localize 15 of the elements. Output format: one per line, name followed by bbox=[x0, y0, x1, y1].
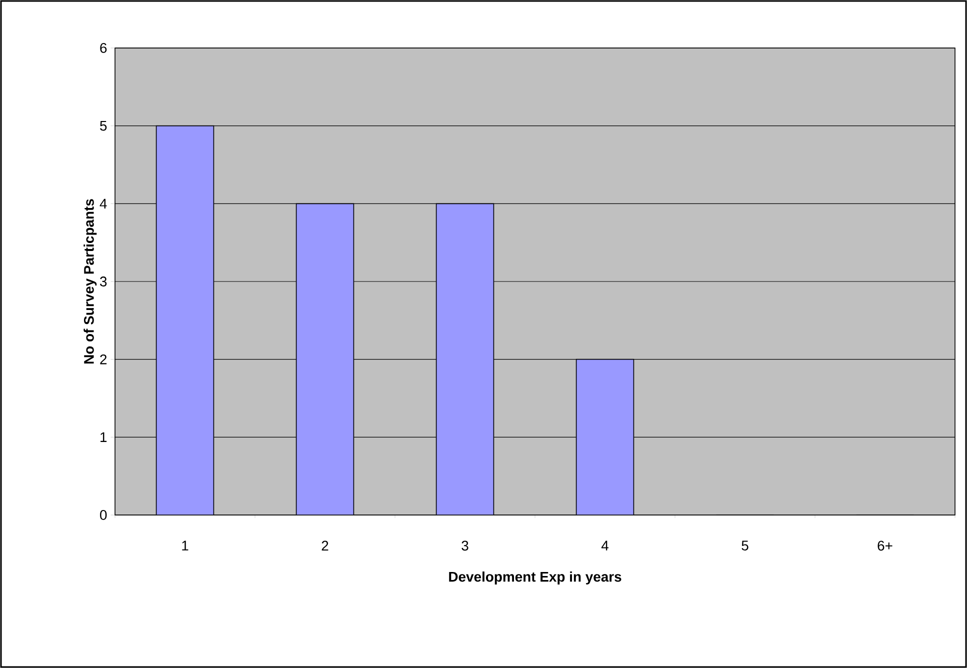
y-tick-label: 1 bbox=[100, 432, 107, 442]
x-tick-label: 6+ bbox=[878, 540, 892, 551]
y-tick-label: 6 bbox=[100, 43, 107, 53]
y-tick-label: 5 bbox=[100, 120, 107, 131]
y-tick-label: 2 bbox=[100, 354, 107, 364]
y-axis-title: No of Survey Particpants bbox=[84, 199, 97, 364]
x-tick-label: 2 bbox=[322, 540, 328, 551]
x-axis-title: Development Exp in years bbox=[449, 571, 622, 584]
x-tick-label: 1 bbox=[182, 540, 188, 550]
x-tick-label: 4 bbox=[601, 540, 608, 550]
y-tick-label: 3 bbox=[100, 276, 107, 286]
x-tick-label: 5 bbox=[742, 540, 748, 551]
x-tick-label: 3 bbox=[462, 540, 468, 551]
y-tick-label: 4 bbox=[100, 198, 107, 208]
y-tick-label: 0 bbox=[100, 510, 107, 520]
